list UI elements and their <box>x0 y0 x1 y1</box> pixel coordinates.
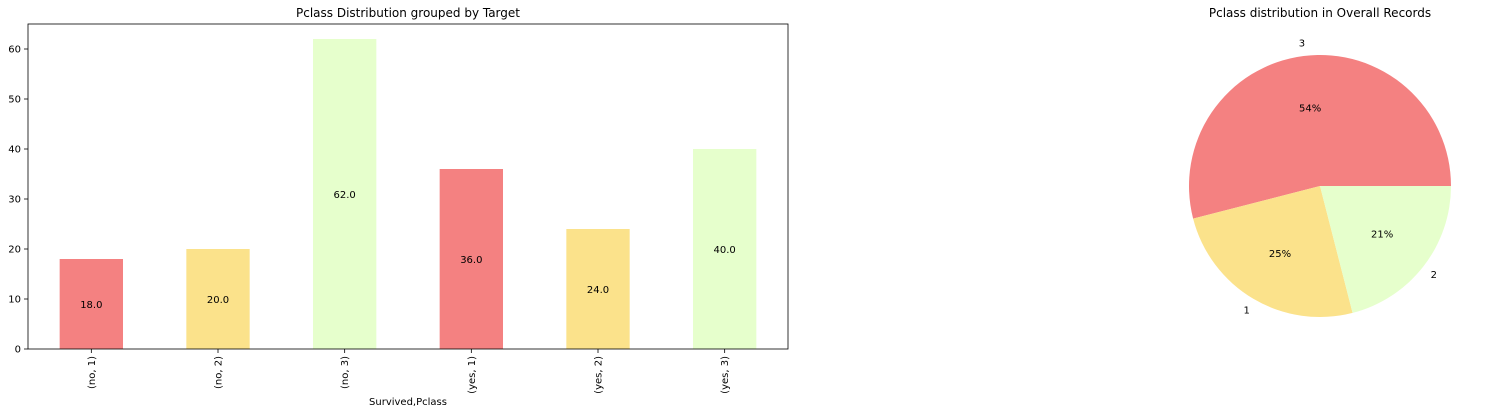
pie-slice-0 <box>1189 55 1451 219</box>
bar-data-label-1: 20.0 <box>207 295 229 306</box>
x-tick-label-3: (yes, 1) <box>467 356 478 394</box>
pie-chart-title: Pclass distribution in Overall Records <box>1209 6 1431 20</box>
pie-slice-1 <box>1193 186 1353 317</box>
pie-label-0: 3 <box>1299 39 1305 50</box>
pie-label-1: 1 <box>1243 306 1249 317</box>
y-tick-label-0: 0 <box>15 345 21 356</box>
bar-4 <box>566 229 630 349</box>
bar-chart-title: Pclass Distribution grouped by Target <box>296 6 520 20</box>
bar-chart: Pclass Distribution grouped by Target 18… <box>8 6 789 408</box>
bar-data-label-0: 18.0 <box>80 300 102 311</box>
pie-pct-label-1: 25% <box>1269 249 1291 260</box>
y-tick-label-2: 20 <box>8 245 21 256</box>
bar-data-label-5: 40.0 <box>714 245 736 256</box>
y-tick-label-1: 10 <box>8 295 21 306</box>
y-tick-label-4: 40 <box>8 145 21 156</box>
bar-chart-data-labels: 18.0 20.0 62.0 36.0 24.0 40.0 <box>80 190 736 311</box>
bar-3 <box>439 169 503 349</box>
y-tick-label-6: 60 <box>8 45 21 56</box>
pie-slice-2 <box>1320 186 1451 313</box>
bar-chart-frame <box>27 23 789 350</box>
bar-chart-bars <box>59 39 757 349</box>
pie-label-2: 2 <box>1431 270 1437 281</box>
x-tick-label-2: (no, 3) <box>340 356 351 389</box>
pie-chart: Pclass distribution in Overall Records 3… <box>1189 6 1451 317</box>
x-tick-label-5: (yes, 3) <box>720 356 731 394</box>
bar-chart-x-axis-label: Survived,Pclass <box>369 397 447 408</box>
x-tick-label-0: (no, 1) <box>87 356 98 389</box>
bar-data-label-4: 24.0 <box>587 285 609 296</box>
pie-chart-labels: 3 54% 1 25% 2 21% <box>1243 39 1437 317</box>
x-tick-label-4: (yes, 2) <box>594 356 605 394</box>
bar-5 <box>693 149 757 349</box>
bar-data-label-3: 36.0 <box>460 255 482 266</box>
bar-2 <box>313 39 377 349</box>
pie-pct-label-2: 21% <box>1371 230 1393 241</box>
bar-data-label-2: 62.0 <box>334 190 356 201</box>
bar-chart-x-axis: (no, 1) (no, 2) (no, 3) (yes, 1) (yes, 2) (ye… <box>87 349 731 394</box>
y-tick-label-5: 50 <box>8 95 21 106</box>
bar-1 <box>186 249 250 349</box>
bar-0 <box>59 259 123 349</box>
pie-pct-label-0: 54% <box>1299 104 1321 115</box>
x-tick-label-1: (no, 2) <box>214 356 225 389</box>
pie-chart-slices <box>1189 55 1451 317</box>
y-tick-label-3: 30 <box>8 195 21 206</box>
bar-chart-y-axis: 0 10 20 30 40 50 60 <box>8 45 28 356</box>
